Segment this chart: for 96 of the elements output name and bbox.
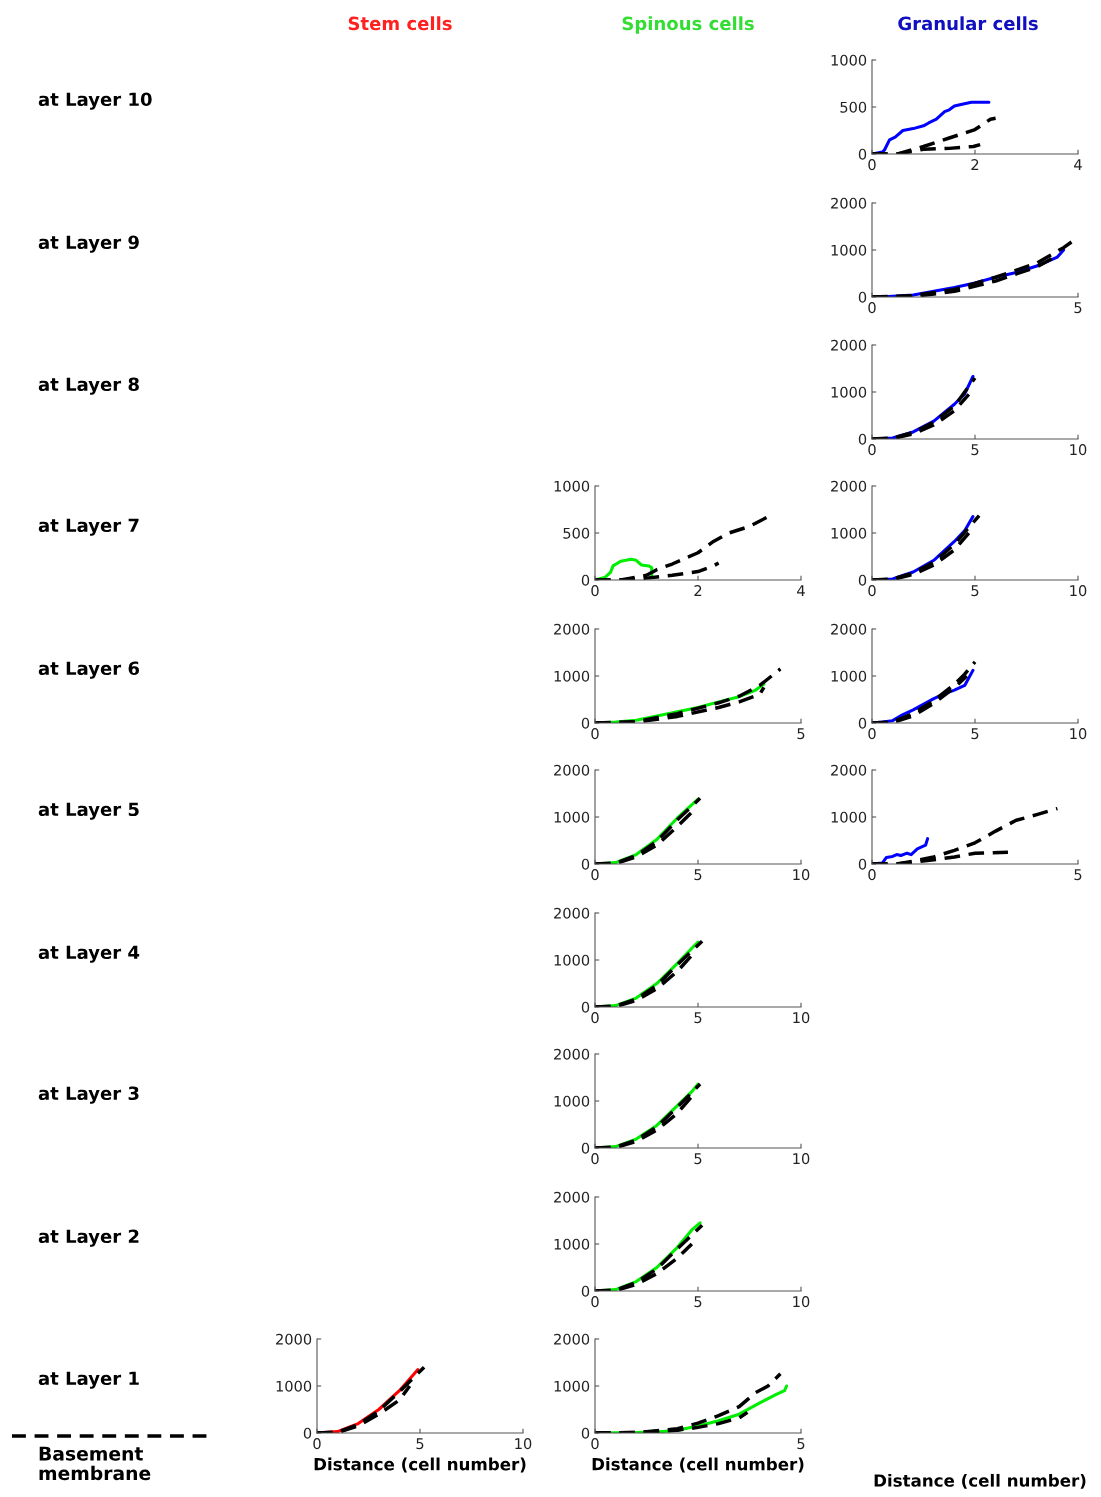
y-tick-label: 2000 [554,623,590,635]
text: at Layer 10 [38,92,152,110]
text: at Layer 1 [38,1371,139,1389]
x-tick-label: 5 [1074,869,1082,881]
x-tick-label: 4 [797,585,805,596]
x-tick-label: 0 [868,869,876,881]
y-tick-label: 1000 [554,1380,590,1392]
y-tick-label: 2000 [831,764,867,776]
x-tick-label: 0 [591,869,599,881]
y-tick-label: 0 [858,433,867,445]
y-tick-label: 0 [581,717,590,729]
y-tick-label: 0 [581,1285,590,1297]
y-tick-label: 0 [581,574,590,586]
x-tick-label: 10 [1070,728,1087,740]
x-tick-label: 0 [591,728,599,740]
y-tick-label: 0 [581,858,590,870]
text: at Layer 9 [38,235,139,253]
y-tick-label: 0 [858,574,867,586]
x-tick-label: 0 [313,1438,321,1450]
y-tick-label: 0 [581,1427,590,1439]
x-tick-label: 5 [971,728,979,740]
x-tick-label: 5 [797,1438,805,1450]
x-tick-label: 5 [694,1153,702,1165]
y-tick-label: 2000 [554,764,590,776]
y-tick-label: 0 [858,291,867,303]
x-tick-label: 5 [797,728,805,740]
y-tick-label: 2000 [831,339,867,351]
y-tick-label: 2000 [554,1048,590,1060]
x-tick-label: 5 [1074,302,1082,314]
y-tick-label: 0 [581,1142,590,1154]
x-tick-label: 10 [515,1438,532,1450]
y-tick-label: 0 [858,148,867,160]
x-tick-label: 0 [591,1438,599,1450]
x-tick-label: 5 [694,869,702,881]
y-tick-label: 2000 [554,1333,590,1345]
y-tick-label: 2000 [276,1333,312,1345]
text: at Layer 4 [38,945,140,963]
y-tick-label: 1000 [831,670,867,682]
x-tick-label: 0 [591,585,599,597]
text: at Layer 6 [38,661,140,679]
x-tick-label: 0 [868,159,876,171]
y-tick-label: 2000 [554,907,590,919]
x-tick-label: 4 [1074,159,1082,170]
text: at Layer 7 [38,518,139,536]
y-tick-label: 1000 [554,1238,590,1250]
x-tick-label: 2 [971,159,979,170]
y-tick-label: 1000 [554,811,590,823]
x-tick-label: 10 [1070,444,1087,456]
y-tick-label: 0 [858,717,867,729]
y-tick-label: 2000 [831,197,867,209]
text: Basement membrane [39,1446,151,1481]
x-tick-label: 0 [868,444,876,456]
x-tick-label: 0 [868,728,876,740]
x-tick-label: 10 [793,1296,810,1308]
x-tick-label: 10 [793,869,810,881]
x-tick-label: 5 [694,1012,702,1024]
y-tick-label: 500 [840,101,867,113]
text: at Layer 3 [38,1086,139,1104]
text: Spinous cells [622,16,754,34]
x-tick-label: 10 [793,1153,810,1165]
y-tick-label: 1000 [831,244,867,256]
y-tick-label: 1000 [554,1095,590,1107]
text: at Layer 8 [38,377,139,395]
x-tick-label: 10 [1070,585,1087,597]
y-tick-label: 500 [563,527,590,539]
x-tick-label: 5 [971,444,979,456]
x-tick-label: 5 [694,1296,702,1308]
x-tick-label: 5 [416,1438,424,1450]
text: Stem cells [348,16,452,31]
x-tick-label: 0 [868,585,876,597]
y-tick-label: 0 [581,1001,590,1013]
y-tick-label: 2000 [554,1191,590,1203]
text: Granular cells [898,16,1038,31]
x-tick-label: 5 [971,585,979,597]
y-tick-label: 0 [303,1427,312,1439]
y-tick-label: 1000 [554,954,590,966]
y-tick-label: 2000 [831,480,867,492]
y-tick-label: 1000 [831,54,867,66]
x-tick-label: 2 [694,585,702,596]
y-tick-label: 1000 [831,811,867,823]
y-tick-label: 1000 [831,386,867,398]
y-tick-label: 1000 [276,1380,312,1392]
x-tick-label: 0 [591,1012,599,1024]
x-tick-label: 0 [591,1153,599,1165]
text: at Layer 2 [38,1229,139,1247]
x-tick-label: 10 [793,1012,810,1024]
y-tick-label: 0 [858,858,867,870]
x-axis-title: Distance (cell number) [592,1457,804,1473]
text: Distance (cell number) [874,1473,1086,1489]
y-tick-label: 2000 [831,623,867,635]
x-tick-label: 0 [591,1296,599,1308]
y-tick-label: 1000 [554,670,590,682]
y-tick-label: 1000 [554,480,590,492]
x-axis-title: Distance (cell number) [314,1457,526,1473]
y-tick-label: 1000 [831,527,867,539]
text: at Layer 5 [38,802,139,820]
